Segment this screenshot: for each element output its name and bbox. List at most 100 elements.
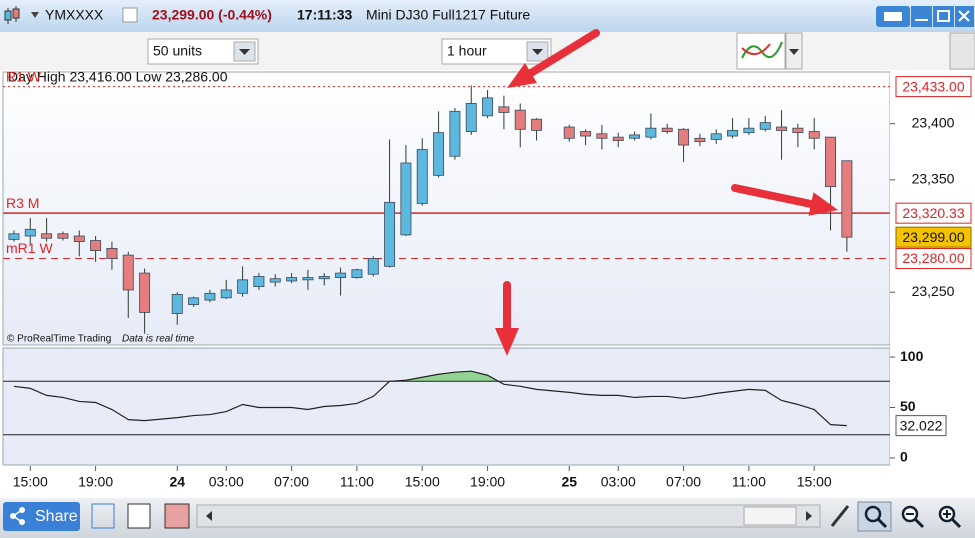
symbol-dropdown[interactable]	[31, 12, 39, 18]
candle-body	[678, 128, 690, 146]
candle-body	[204, 292, 216, 301]
indicator-tick-label: 0	[900, 449, 908, 465]
candle-body	[90, 240, 102, 252]
x-tick-label: 07:00	[666, 474, 701, 490]
maximize-button[interactable]	[933, 6, 954, 27]
candle-body	[41, 233, 53, 239]
candle-body	[808, 131, 820, 139]
x-tick-label: 03:00	[209, 474, 244, 490]
level-value-box	[895, 247, 972, 269]
title-bar	[0, 0, 975, 32]
x-tick-label: 11:00	[340, 474, 374, 490]
candle-body	[416, 149, 428, 204]
candle-body	[825, 136, 837, 187]
x-tick-label: 03:00	[601, 474, 636, 490]
candle-body	[106, 247, 118, 259]
candle-body	[139, 272, 151, 313]
candle-body	[498, 106, 510, 113]
x-tick-label: 07:00	[274, 474, 309, 490]
indicator	[3, 370, 890, 436]
price-change: 23,299.00 (-0.44%)	[152, 7, 272, 23]
scrollbar[interactable]	[196, 504, 821, 528]
candle-body	[188, 297, 200, 305]
y-tick-label: 23,350	[912, 171, 955, 187]
symbol: YMXXXX	[45, 7, 104, 23]
candle-body	[694, 137, 706, 143]
candle-body	[269, 278, 281, 283]
x-tick-label: 24	[169, 474, 185, 490]
level-name: mR1 W	[6, 240, 53, 256]
candle-body	[367, 258, 379, 275]
candle-body	[384, 201, 396, 267]
scroll-thumb[interactable]	[743, 506, 797, 526]
y-tick-label: 23,250	[912, 283, 955, 299]
candle-body	[792, 127, 804, 134]
candle-body	[580, 131, 592, 137]
x-tick-label: 25	[561, 474, 577, 490]
candle-body	[237, 279, 249, 294]
level-value-box	[895, 76, 972, 98]
x-tick-label: 11:00	[732, 474, 766, 490]
draw-tool[interactable]	[127, 503, 151, 529]
indicator-panel	[2, 347, 891, 466]
side-panel-toggle[interactable]	[949, 32, 975, 70]
units-value: 50 units	[153, 43, 202, 59]
list-icon[interactable]	[122, 7, 138, 23]
candle-body	[759, 122, 771, 130]
time-axis	[0, 468, 975, 498]
candle-body	[220, 289, 232, 299]
candle-body	[612, 136, 624, 141]
candle-body	[710, 133, 722, 140]
candle-body	[433, 132, 445, 176]
candle-body	[841, 160, 853, 238]
indicator-value-label: 32.022	[900, 417, 943, 433]
candle-body	[286, 277, 298, 282]
candle-body	[514, 109, 526, 130]
copyright: © ProRealTime Trading	[7, 334, 111, 345]
candle-body	[743, 127, 755, 134]
candle-body	[776, 126, 788, 131]
candle-body	[253, 276, 265, 287]
x-tick-label: 15:00	[13, 474, 48, 490]
candle-body	[122, 254, 134, 291]
candle-body	[24, 228, 36, 237]
candle-body	[318, 276, 330, 280]
candle-body	[465, 103, 477, 132]
level-value-label: 23,433.00	[902, 78, 964, 94]
zoom-out[interactable]	[901, 505, 925, 529]
level-value-label: 23,320.33	[902, 205, 964, 221]
x-tick-label: 15:00	[797, 474, 832, 490]
candle-body	[629, 134, 641, 139]
annotation-arrows	[495, 29, 838, 356]
candle-body	[596, 133, 608, 139]
candle-body	[351, 269, 363, 278]
candle-body	[661, 127, 673, 132]
link-tool[interactable]	[91, 503, 115, 529]
candle-body	[563, 126, 575, 139]
period-value: 1 hour	[447, 43, 487, 59]
zoom-in[interactable]	[938, 505, 962, 529]
table-tool[interactable]	[164, 503, 190, 529]
candles	[8, 85, 853, 334]
minimize-button[interactable]	[911, 6, 932, 27]
indicator-axis	[890, 348, 975, 465]
candle-body	[449, 110, 461, 157]
level-name: R3 M	[6, 195, 39, 211]
share-label: Share	[35, 508, 78, 525]
level-value-box	[895, 202, 972, 224]
candle-body	[8, 233, 20, 240]
candle-body	[645, 127, 657, 138]
candle-body	[335, 272, 347, 278]
levels: R1 W R3 M mR1 W	[3, 72, 890, 259]
indicator-tool[interactable]	[736, 32, 803, 70]
candle-body	[302, 277, 314, 281]
data-status: Data is real time	[122, 334, 195, 345]
last-price-box	[895, 226, 972, 248]
y-tick-label: 23,400	[912, 114, 955, 130]
candle-body	[171, 294, 183, 314]
candle-body	[482, 97, 494, 117]
indicator-tick-label: 50	[900, 398, 916, 414]
indicator-value-box	[895, 415, 947, 437]
